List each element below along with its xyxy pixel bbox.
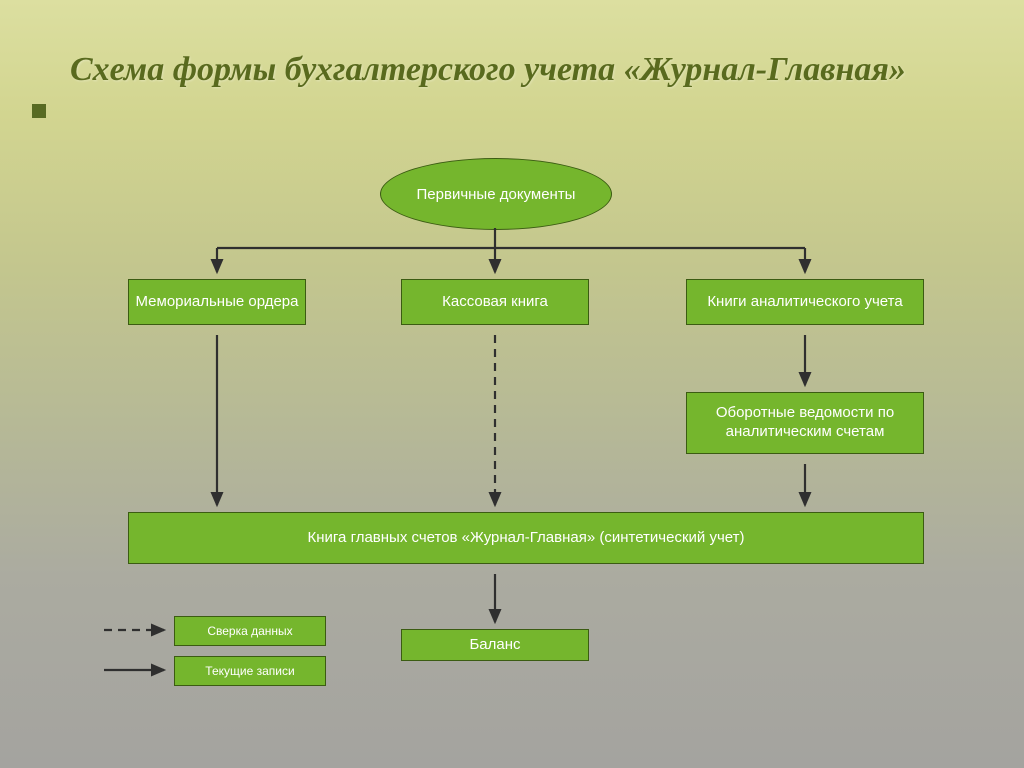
node-primary-label: Первичные документы bbox=[417, 186, 576, 203]
slide-title: Схема формы бухгалтерского учета «Журнал… bbox=[70, 50, 970, 89]
node-memorial: Мемориальные ордера bbox=[122, 275, 312, 329]
node-kassa: Кассовая книга bbox=[395, 275, 595, 329]
node-memorial-label: Мемориальные ордера bbox=[136, 293, 299, 312]
node-oborot-label: Оборотные ведомости по аналитическим сче… bbox=[691, 404, 919, 442]
decorative-square bbox=[32, 104, 46, 118]
node-journal-label: Книга главных счетов «Журнал-Главная» (с… bbox=[308, 529, 745, 548]
node-balance: Баланс bbox=[395, 625, 595, 665]
legend-record: Текущие записи bbox=[174, 656, 326, 686]
legend-record-label: Текущие записи bbox=[205, 664, 294, 678]
node-journal: Книга главных счетов «Журнал-Главная» (с… bbox=[122, 508, 930, 568]
node-analytic-label: Книги аналитического учета bbox=[707, 293, 902, 312]
slide: Схема формы бухгалтерского учета «Журнал… bbox=[0, 0, 1024, 768]
legend-verify: Сверка данных bbox=[174, 616, 326, 646]
node-oborot: Оборотные ведомости по аналитическим сче… bbox=[680, 388, 930, 458]
legend-verify-label: Сверка данных bbox=[207, 624, 292, 638]
node-analytic: Книги аналитического учета bbox=[680, 275, 930, 329]
node-balance-label: Баланс bbox=[469, 636, 520, 655]
node-primary: Первичные документы bbox=[380, 158, 612, 230]
node-kassa-label: Кассовая книга bbox=[442, 293, 548, 312]
